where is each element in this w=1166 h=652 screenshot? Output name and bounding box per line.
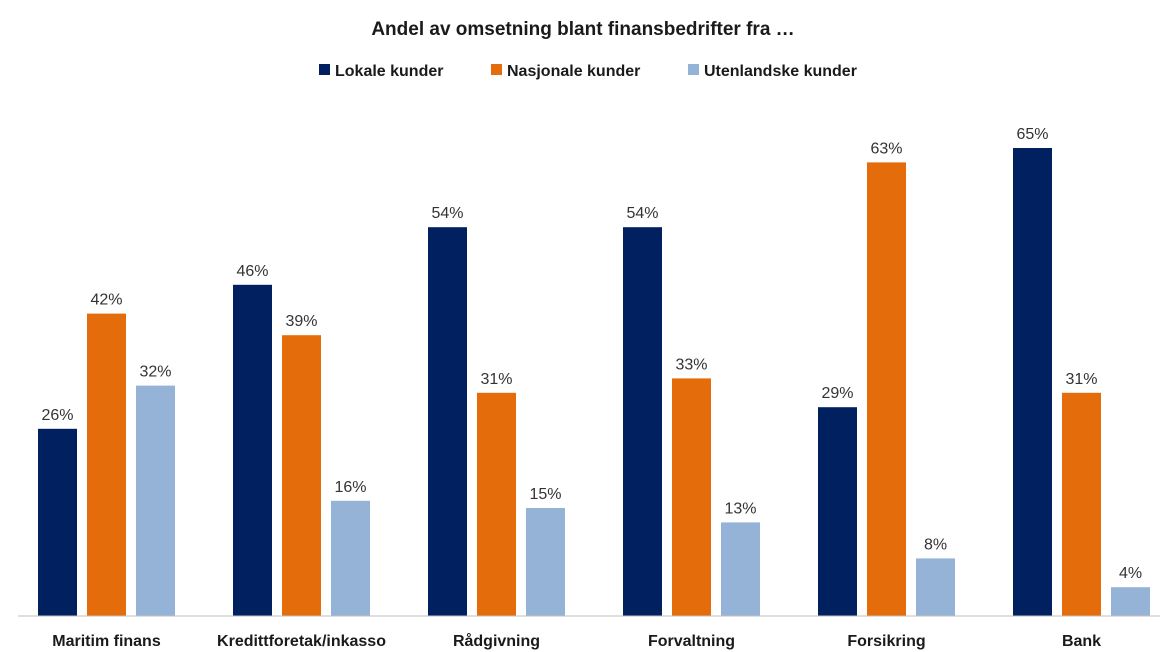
data-label-utenlandske-2: 15%	[529, 486, 561, 503]
data-labels-group: 26% 42% 32% 46% 39% 16% 54% 31% 15% 54% 33% 13% 29% 6…	[41, 126, 1142, 582]
category-label-2: Rådgivning	[453, 632, 540, 650]
bar-utenlandske-2	[526, 508, 565, 616]
data-label-lokale-4: 29%	[821, 385, 853, 402]
data-label-utenlandske-5: 4%	[1119, 565, 1142, 582]
data-label-nasjonale-3: 33%	[675, 356, 707, 373]
bar-lokale-5	[1013, 148, 1052, 616]
bars-group	[38, 148, 1150, 616]
legend-swatch-lokale	[319, 64, 330, 75]
chart-title: Andel av omsetning blant finansbedrifter…	[371, 19, 794, 40]
category-label-3: Forvaltning	[648, 633, 735, 650]
legend-label-nasjonale: Nasjonale kunder	[507, 63, 640, 80]
data-label-utenlandske-0: 32%	[139, 364, 171, 381]
data-label-utenlandske-4: 8%	[924, 536, 947, 553]
bar-lokale-4	[818, 407, 857, 616]
legend-swatch-nasjonale	[491, 64, 502, 75]
data-label-nasjonale-1: 39%	[285, 313, 317, 330]
legend-label-lokale: Lokale kunder	[335, 63, 443, 80]
category-label-5: Bank	[1062, 633, 1101, 650]
bar-utenlandske-0	[136, 385, 175, 616]
bar-lokale-2	[428, 227, 467, 616]
bar-lokale-3	[623, 227, 662, 616]
category-labels-group: Maritim finans Kredittforetak/inkasso Rådg…	[52, 632, 1101, 650]
bar-nasjonale-3	[672, 378, 711, 616]
bar-utenlandske-1	[331, 500, 370, 616]
legend-swatch-utenlandske	[688, 64, 699, 75]
bar-lokale-0	[38, 428, 77, 616]
bar-nasjonale-2	[477, 392, 516, 616]
data-label-lokale-0: 26%	[41, 407, 73, 424]
data-label-lokale-1: 46%	[236, 263, 268, 280]
data-label-lokale-3: 54%	[626, 205, 658, 222]
bar-utenlandske-5	[1111, 587, 1150, 616]
legend: Lokale kunder Nasjonale kunder Utenlands…	[319, 63, 857, 80]
data-label-utenlandske-1: 16%	[334, 479, 366, 496]
data-label-nasjonale-2: 31%	[480, 371, 512, 388]
bar-nasjonale-4	[867, 162, 906, 616]
category-label-1: Kredittforetak/inkasso	[217, 633, 386, 650]
category-label-4: Forsikring	[847, 633, 925, 650]
bar-utenlandske-4	[916, 558, 955, 616]
data-label-utenlandske-3: 13%	[724, 500, 756, 517]
data-label-lokale-5: 65%	[1016, 126, 1048, 143]
legend-label-utenlandske: Utenlandske kunder	[704, 63, 857, 80]
bar-nasjonale-1	[282, 335, 321, 616]
bar-utenlandske-3	[721, 522, 760, 616]
bar-lokale-1	[233, 284, 272, 616]
data-label-nasjonale-0: 42%	[90, 292, 122, 309]
bar-nasjonale-5	[1062, 392, 1101, 616]
category-label-0: Maritim finans	[52, 633, 161, 650]
data-label-nasjonale-5: 31%	[1065, 371, 1097, 388]
data-label-lokale-2: 54%	[431, 205, 463, 222]
data-label-nasjonale-4: 63%	[870, 140, 902, 157]
bar-nasjonale-0	[87, 313, 126, 616]
